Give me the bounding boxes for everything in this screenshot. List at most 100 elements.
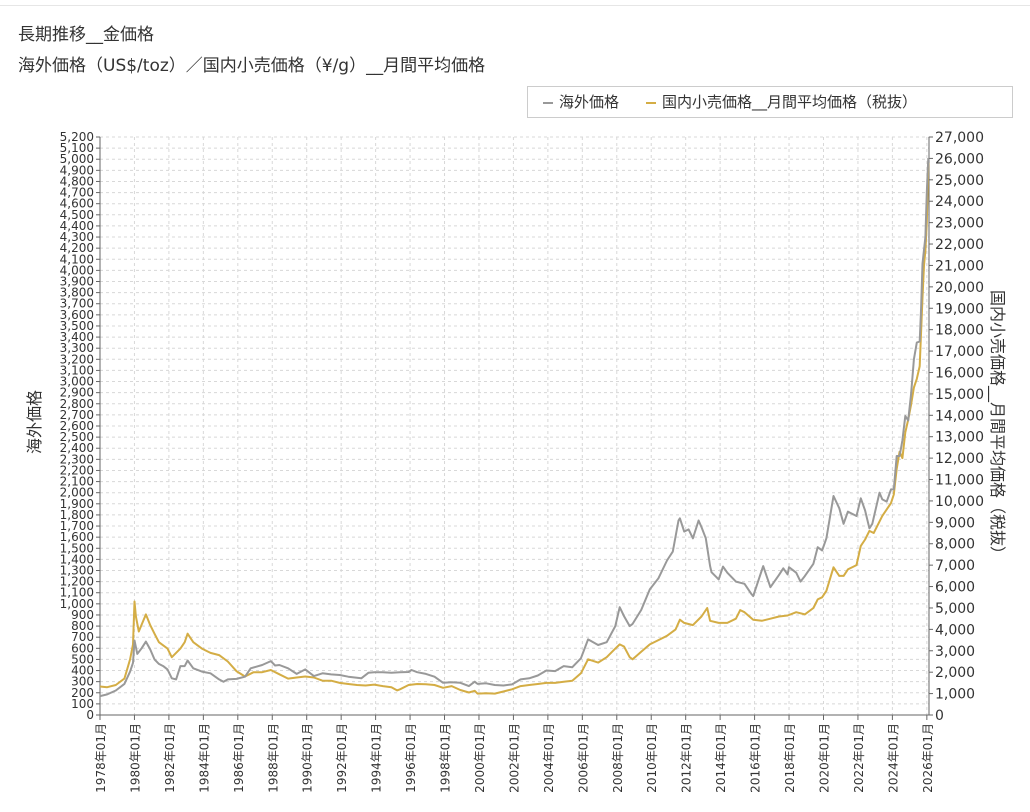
y-left-tick-label: 600 (71, 641, 94, 655)
x-tick-label: 1982年01月 (163, 723, 177, 793)
y-left-tick-label: 4,000 (60, 263, 94, 277)
y-left-tick-label: 500 (71, 652, 94, 666)
y-right-tick-label: 6,000 (935, 580, 975, 596)
grid-lines (100, 136, 929, 715)
y-left-tick-label: 3,000 (60, 375, 94, 389)
y-left-tick-label: 1,700 (60, 519, 94, 533)
y-left-axis-title: 海外価格 (25, 390, 44, 454)
chart-subtitle: 海外価格（US$/toz）／国内小売価格（¥/g）__月間平均価格 (18, 56, 486, 76)
y-right-tick-label: 12,000 (935, 451, 984, 467)
y-right-tick-label: 25,000 (935, 173, 984, 189)
y-left-tick-label: 2,900 (60, 386, 94, 400)
x-tick-label: 2000年01月 (473, 723, 487, 793)
series-line-domestic (99, 162, 930, 695)
y-right-tick-label: 15,000 (935, 387, 984, 403)
x-tick-label: 1978年01月 (94, 723, 108, 793)
y-left-tick-label: 700 (71, 630, 94, 644)
y-left-tick-label: 2,500 (60, 430, 94, 444)
x-tick-label: 2014年01月 (714, 723, 728, 793)
y-right-tick-label: 4,000 (935, 622, 975, 638)
axes: 1978年01月 1980年01月 1982年01月 1984年01月 1986年01月… (25, 130, 1007, 793)
x-tick-label: 1998年01月 (439, 723, 453, 793)
x-tick-label: 1992年01月 (335, 723, 349, 793)
y-left-tick-label: 3,300 (60, 341, 94, 355)
legend-swatch-domestic (646, 101, 656, 104)
legend-swatch-overseas (543, 101, 553, 104)
legend-item-overseas[interactable]: 海外価格 (543, 92, 619, 112)
x-tick-label: 1986年01月 (232, 723, 246, 793)
y-left-tick-label: 1,600 (60, 530, 94, 544)
y-left-tick-label: 3,100 (60, 363, 94, 377)
y-left-tick-label: 2,600 (60, 419, 94, 433)
y-right-tick-label: 13,000 (935, 430, 984, 446)
y-left-tick-label: 1,200 (60, 575, 94, 589)
y-right-tick-label: 14,000 (935, 408, 984, 424)
x-tick-label: 2016年01月 (749, 723, 763, 793)
y-right-tick-label: 7,000 (935, 558, 975, 574)
x-tick-label: 2004年01月 (542, 723, 556, 793)
x-tick-label: 2024年01月 (886, 723, 900, 793)
y-right-tick-label: 19,000 (935, 301, 984, 317)
y-left-tick-label: 1,400 (60, 552, 94, 566)
y-right-tick-label: 3,000 (935, 644, 975, 660)
x-tick-label: 2002年01月 (507, 723, 521, 793)
y-right-axis-title: 国内小売価格__月間平均価格（税抜） (987, 290, 1007, 562)
y-left-tick-label: 900 (71, 608, 94, 622)
y-left-tick-label: 2,000 (60, 486, 94, 500)
y-left-tick-label: 200 (71, 686, 94, 700)
y-left-tick-label: 1,000 (60, 597, 94, 611)
x-tick-label: 1990年01月 (301, 723, 315, 793)
y-right-tick-label: 21,000 (935, 258, 984, 274)
y-right-tick-label: 23,000 (935, 216, 984, 232)
y-left-tick-label: 4,500 (60, 208, 94, 222)
x-tick-label: 1996年01月 (404, 723, 418, 793)
y-left-tick-label: 1,300 (60, 564, 94, 578)
y-right-tick-label: 8,000 (935, 537, 975, 553)
y-right-tick-label: 1,000 (935, 687, 975, 703)
x-tick-label: 2020年01月 (817, 723, 831, 793)
y-left-tick-label: 100 (71, 697, 94, 711)
x-tick-label: 2012年01月 (680, 723, 694, 793)
legend-label-overseas: 海外価格 (559, 93, 620, 111)
x-tick-label: 2006年01月 (576, 723, 590, 793)
x-tick-label: 1984年01月 (197, 723, 211, 793)
y-left-tick-label: 4,700 (60, 186, 94, 200)
y-right-tick-label: 16,000 (935, 365, 984, 381)
y-left-tick-label: 2,100 (60, 475, 94, 489)
y-right-tick-label: 9,000 (935, 515, 975, 531)
y-left-tick-label: 4,400 (60, 219, 94, 233)
y-left-tick-label: 0 (86, 708, 94, 722)
y-left-tick-label: 1,800 (60, 508, 94, 522)
y-left-tick-label: 2,700 (60, 408, 94, 422)
y-left-tick-label: 5,100 (60, 141, 94, 155)
y-left-tick-label: 2,300 (60, 452, 94, 466)
y-left-tick-label: 800 (71, 619, 94, 633)
y-right-tick-label: 27,000 (935, 130, 984, 146)
y-right-tick-label: 26,000 (935, 151, 984, 167)
y-left-tick-label: 3,700 (60, 297, 94, 311)
y-left-tick-label: 2,400 (60, 441, 94, 455)
y-left-tick-label: 3,800 (60, 286, 94, 300)
y-left-tick-label: 3,600 (60, 308, 94, 322)
x-tick-label: 2026年01月 (921, 723, 935, 793)
top-divider (0, 5, 1030, 6)
y-left-tick-label: 4,900 (60, 163, 94, 177)
y-left-tick-label: 3,500 (60, 319, 94, 333)
y-left-tick-label: 1,900 (60, 497, 94, 511)
y-right-tick-label: 2,000 (935, 665, 975, 681)
series-line-overseas (99, 158, 930, 698)
y-left-tick-label: 3,200 (60, 352, 94, 366)
y-left-tick-label: 400 (71, 664, 94, 678)
y-right-tick-label: 22,000 (935, 237, 984, 253)
y-left-tick-label: 4,300 (60, 230, 94, 244)
y-left-tick-label: 4,200 (60, 241, 94, 255)
series-lines (99, 158, 930, 698)
y-left-tick-label: 1,500 (60, 541, 94, 555)
y-left-tick-label: 1,100 (60, 586, 94, 600)
y-right-tick-label: 0 (935, 708, 944, 724)
y-right-tick-label: 20,000 (935, 280, 984, 296)
chart-legend: 海外価格 国内小売価格__月間平均価格（税抜） (527, 86, 1013, 118)
legend-item-domestic[interactable]: 国内小売価格__月間平均価格（税抜） (646, 92, 917, 112)
y-left-tick-label: 2,200 (60, 463, 94, 477)
y-right-tick-label: 5,000 (935, 601, 975, 617)
